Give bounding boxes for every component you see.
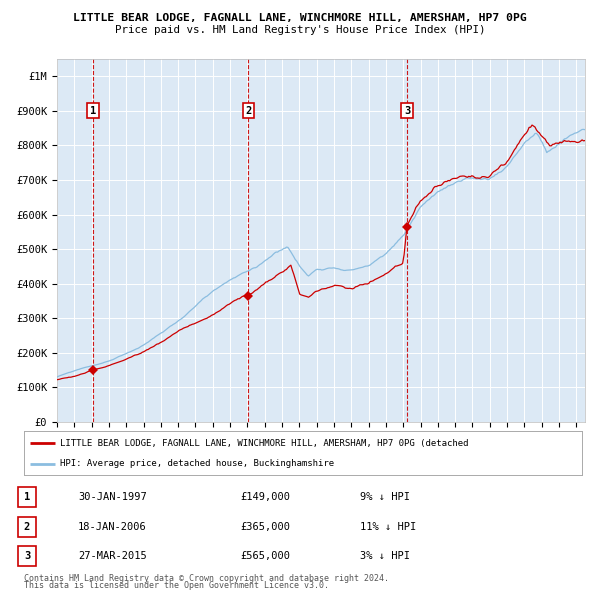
Text: 3: 3 bbox=[24, 552, 30, 561]
Text: Price paid vs. HM Land Registry's House Price Index (HPI): Price paid vs. HM Land Registry's House … bbox=[115, 25, 485, 35]
Text: 3% ↓ HPI: 3% ↓ HPI bbox=[360, 552, 410, 561]
Text: 27-MAR-2015: 27-MAR-2015 bbox=[78, 552, 147, 561]
Text: 9% ↓ HPI: 9% ↓ HPI bbox=[360, 493, 410, 502]
Text: 1: 1 bbox=[24, 493, 30, 502]
Text: 18-JAN-2006: 18-JAN-2006 bbox=[78, 522, 147, 532]
Text: £365,000: £365,000 bbox=[240, 522, 290, 532]
Text: 30-JAN-1997: 30-JAN-1997 bbox=[78, 493, 147, 502]
Text: Contains HM Land Registry data © Crown copyright and database right 2024.: Contains HM Land Registry data © Crown c… bbox=[24, 573, 389, 583]
Text: This data is licensed under the Open Government Licence v3.0.: This data is licensed under the Open Gov… bbox=[24, 581, 329, 590]
Text: £565,000: £565,000 bbox=[240, 552, 290, 561]
Text: 1: 1 bbox=[90, 106, 96, 116]
Text: 2: 2 bbox=[245, 106, 251, 116]
Text: 11% ↓ HPI: 11% ↓ HPI bbox=[360, 522, 416, 532]
Text: £149,000: £149,000 bbox=[240, 493, 290, 502]
Text: LITTLE BEAR LODGE, FAGNALL LANE, WINCHMORE HILL, AMERSHAM, HP7 0PG: LITTLE BEAR LODGE, FAGNALL LANE, WINCHMO… bbox=[73, 13, 527, 23]
Text: 2: 2 bbox=[24, 522, 30, 532]
Text: 3: 3 bbox=[404, 106, 410, 116]
Text: LITTLE BEAR LODGE, FAGNALL LANE, WINCHMORE HILL, AMERSHAM, HP7 0PG (detached: LITTLE BEAR LODGE, FAGNALL LANE, WINCHMO… bbox=[60, 438, 469, 448]
Text: HPI: Average price, detached house, Buckinghamshire: HPI: Average price, detached house, Buck… bbox=[60, 460, 334, 468]
